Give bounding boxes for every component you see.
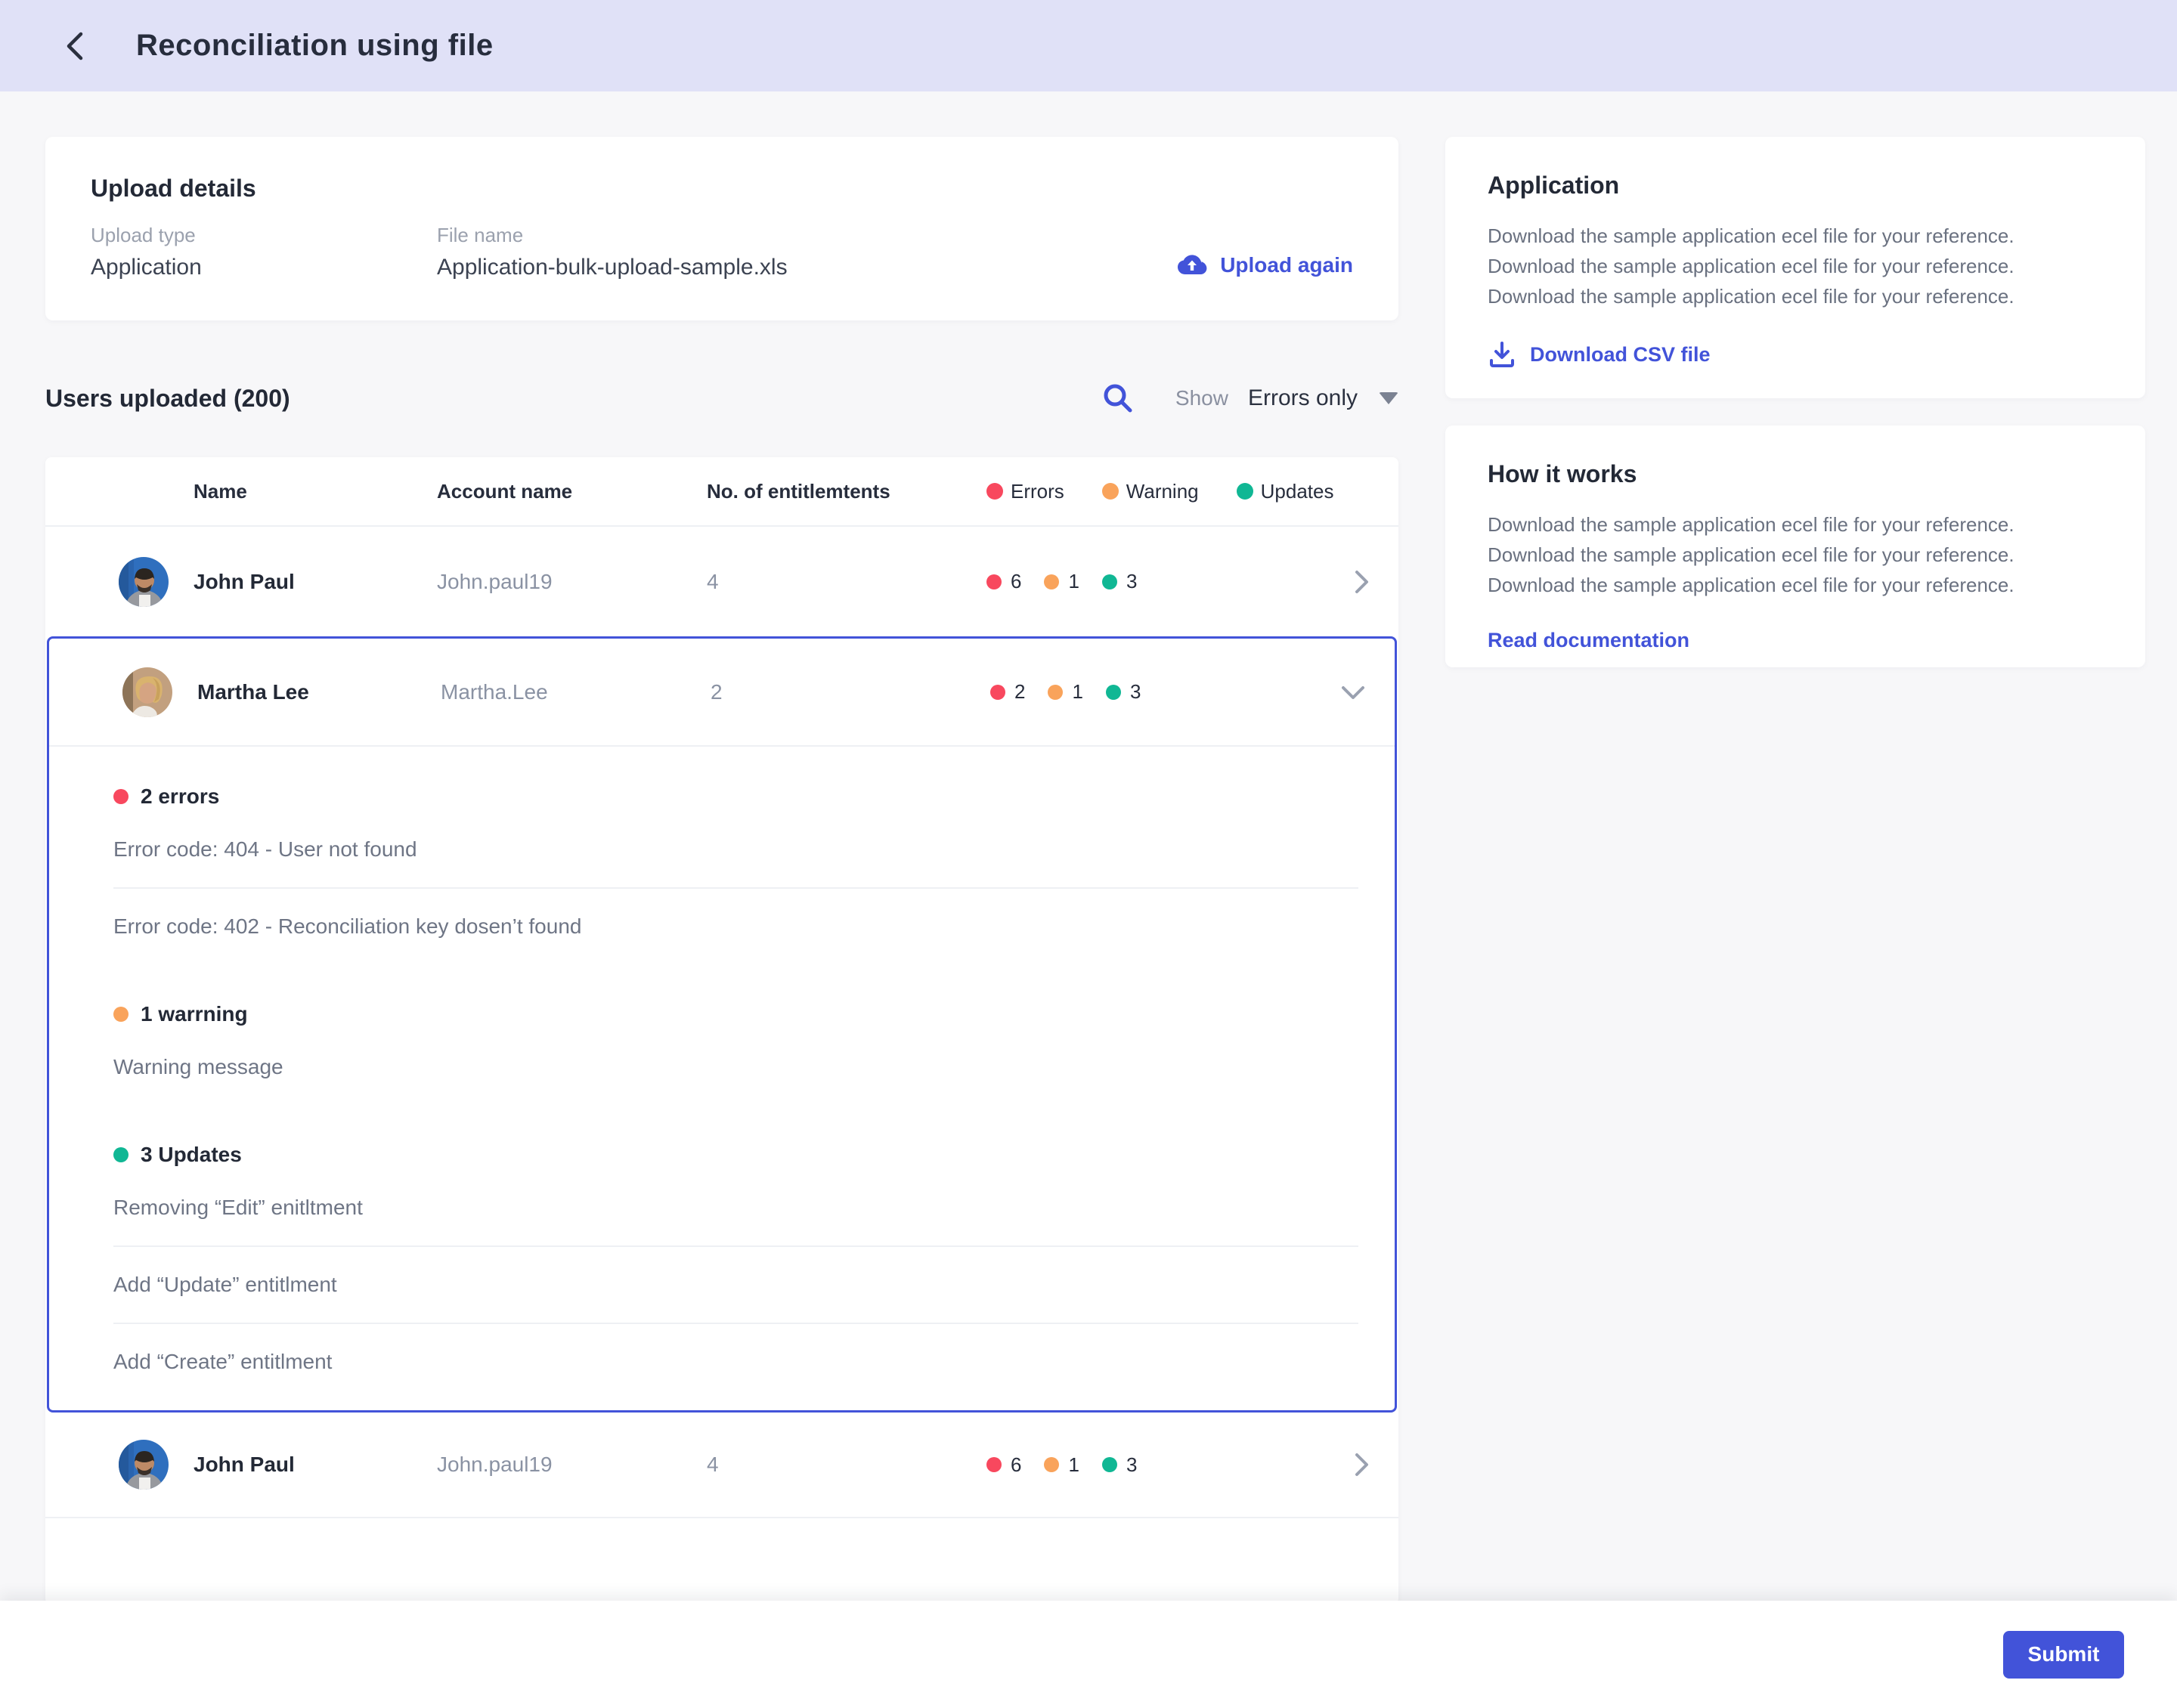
how-it-works-body: Download the sample application ecel fil…: [1488, 513, 2014, 596]
warning-dot-icon: [113, 1007, 129, 1022]
application-card-title: Application: [1488, 172, 1620, 199]
application-card: Application Download the sample applicat…: [1445, 137, 2145, 398]
cloud-upload-icon: [1178, 255, 1207, 274]
updates-dot-icon: [1101, 1457, 1117, 1472]
read-documentation-link[interactable]: Read documentation: [1488, 629, 2103, 652]
expanded-row-container: Martha Lee Martha.Lee 2 2 1: [47, 636, 1397, 1413]
upload-type-value: Application: [91, 255, 202, 280]
users-uploaded-title: Users uploaded (200): [45, 384, 290, 412]
avatar: [119, 556, 169, 607]
upload-details-title: Upload details: [91, 175, 256, 202]
chevron-right-icon: [1355, 1453, 1368, 1476]
top-header: Reconciliation using file: [0, 0, 2177, 91]
submit-button[interactable]: Submit: [2003, 1630, 2124, 1679]
errors-dot-icon: [986, 574, 1002, 589]
row-account: John.paul19: [437, 1453, 553, 1476]
row-updates-count: 3: [1101, 1453, 1137, 1477]
table-row[interactable]: John Paul John.paul19 4 6 1 3: [45, 1413, 1398, 1518]
warning-section-title: 1 warrning: [113, 999, 1358, 1029]
how-it-works-title: How it works: [1488, 460, 1637, 487]
back-button[interactable]: [59, 31, 89, 61]
row-entitlements: 4: [707, 1453, 719, 1476]
expand-row-button[interactable]: [1334, 1452, 1398, 1477]
expand-row-button[interactable]: [1334, 569, 1398, 595]
row-name: John Paul: [194, 1453, 295, 1476]
avatar: [122, 667, 172, 717]
errors-dot-icon: [986, 483, 1003, 500]
errors-dot-icon: [990, 684, 1005, 700]
row-updates-count: 3: [1101, 570, 1137, 593]
row-errors-count: 2: [990, 680, 1025, 704]
row-warning-count: 1: [1048, 680, 1083, 704]
row-entitlements: 2: [711, 679, 723, 704]
column-entitlements: No. of entitlemtents: [707, 479, 890, 503]
warning-dot-icon: [1044, 1457, 1060, 1472]
legend-updates: Updates: [1236, 480, 1333, 503]
row-name: Martha Lee: [197, 679, 309, 704]
error-item: Error code: 402 - Reconciliation key dos…: [113, 914, 582, 938]
show-label: Show: [1175, 386, 1228, 410]
update-item: Add “Update” entitlment: [113, 1247, 1358, 1324]
table-header-row: Name Account name No. of entitlemtents E…: [45, 457, 1398, 527]
download-csv-link[interactable]: Download CSV file: [1488, 340, 2103, 369]
column-name: Name: [194, 479, 247, 503]
updates-dot-icon: [113, 1147, 129, 1162]
users-table-card: Name Account name No. of entitlemtents E…: [45, 457, 1398, 1604]
updates-dot-icon: [1101, 574, 1117, 589]
row-account: John.paul19: [437, 569, 553, 593]
show-filter-dropdown[interactable]: Errors only: [1248, 385, 1398, 411]
update-item: Add “Create” entitlment: [113, 1350, 333, 1373]
row-errors-count: 6: [986, 570, 1021, 593]
application-card-body: Download the sample application ecel fil…: [1488, 224, 2014, 308]
updates-dot-icon: [1105, 684, 1121, 700]
error-item: Error code: 404 - User not found: [113, 812, 1358, 889]
footer-bar: Submit: [0, 1601, 2177, 1708]
row-updates-count: 3: [1105, 680, 1141, 704]
download-csv-label: Download CSV file: [1530, 342, 1711, 366]
updates-section-title: 3 Updates: [113, 1140, 1358, 1170]
warning-dot-icon: [1044, 574, 1060, 589]
column-account-name: Account name: [437, 479, 573, 503]
show-filter-value: Errors only: [1247, 385, 1358, 410]
updates-dot-icon: [1236, 483, 1253, 500]
errors-dot-icon: [113, 789, 129, 804]
file-name-value: Application-bulk-upload-sample.xls: [437, 255, 788, 280]
errors-dot-icon: [986, 1457, 1002, 1472]
row-warning-count: 1: [1044, 1453, 1079, 1477]
download-icon: [1490, 342, 1514, 367]
row-account: Martha.Lee: [441, 679, 548, 704]
upload-again-label: Upload again: [1220, 253, 1353, 277]
caret-down-icon: [1379, 392, 1398, 404]
read-documentation-label: Read documentation: [1488, 629, 1690, 651]
legend-warning: Warning: [1101, 480, 1199, 503]
collapse-row-button[interactable]: [1338, 684, 1395, 701]
update-item: Removing “Edit” enitltment: [113, 1170, 1358, 1247]
warning-dot-icon: [1048, 684, 1064, 700]
chevron-right-icon: [1355, 570, 1368, 593]
chevron-down-icon: [1342, 685, 1364, 699]
file-name-label: File name: [437, 224, 524, 246]
legend-errors: Errors: [986, 480, 1064, 503]
search-icon: [1104, 384, 1132, 413]
errors-section-title: 2 errors: [113, 781, 1358, 812]
table-row[interactable]: John Paul John.paul19 4 6 1 3: [45, 527, 1398, 636]
upload-details-card: Upload details Upload type Application F…: [45, 137, 1398, 320]
table-row-expanded[interactable]: Martha Lee Martha.Lee 2 2 1: [49, 639, 1395, 747]
warning-dot-icon: [1101, 483, 1119, 500]
row-entitlements: 4: [707, 569, 719, 593]
row-errors-count: 6: [986, 1453, 1021, 1477]
upload-again-button[interactable]: Upload again: [1176, 253, 1353, 280]
chevron-left-icon: [67, 32, 83, 60]
search-button[interactable]: [1100, 380, 1136, 416]
upload-type-label: Upload type: [91, 224, 196, 246]
page-title: Reconciliation using file: [136, 29, 494, 62]
row-name: John Paul: [194, 569, 295, 593]
avatar: [119, 1440, 169, 1490]
row-detail-panel: 2 errors Error code: 404 - User not foun…: [49, 747, 1395, 1410]
row-warning-count: 1: [1044, 570, 1079, 593]
warning-item: Warning message: [113, 1055, 283, 1078]
how-it-works-card: How it works Download the sample applica…: [1445, 425, 2145, 667]
